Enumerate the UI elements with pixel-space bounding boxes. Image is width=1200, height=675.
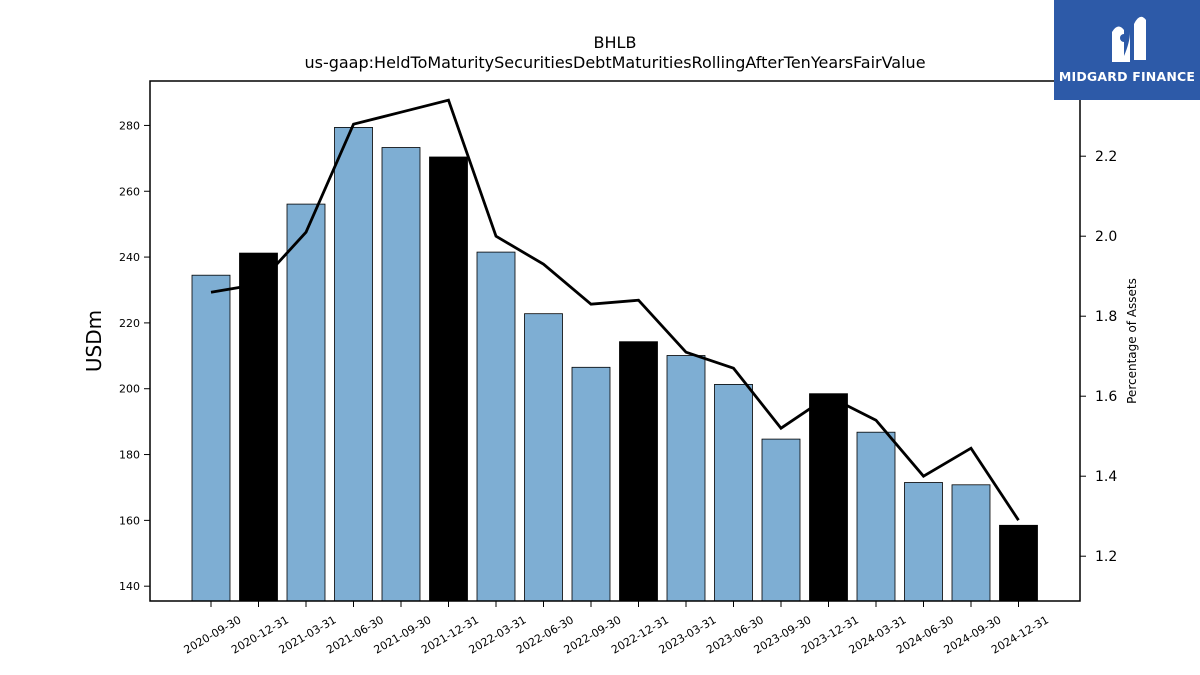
y-tick-label: 200 (119, 383, 140, 396)
bar-2024-03-31 (856, 431, 896, 602)
bar-2021-06-30 (334, 127, 373, 602)
y-tick-label: 220 (119, 317, 140, 330)
percentage-line (210, 98, 1020, 521)
bar-2024-06-30 (904, 482, 943, 602)
bar-2022-09-30 (571, 366, 611, 602)
y2-tick-label: 2.0 (1095, 229, 1117, 245)
bar-series (191, 127, 1038, 602)
bar-2021-12-31 (429, 156, 468, 602)
bar-2024-09-30 (951, 484, 991, 602)
y2-tick-label: 1.4 (1095, 469, 1117, 485)
bar-2023-12-31 (809, 393, 848, 602)
logo-text: MIDGARD FINANCE (1058, 69, 1196, 84)
bar-2023-06-30 (714, 383, 753, 602)
bar-2022-12-31 (619, 341, 658, 602)
plot-frame (149, 80, 1081, 602)
bar-2024-12-31 (999, 524, 1038, 602)
bar-2023-03-31 (666, 355, 706, 602)
y2-tick-label: 1.8 (1095, 309, 1117, 325)
line-series (210, 98, 1020, 521)
bar-2023-09-30 (761, 438, 801, 602)
logo-mark-icon (1112, 16, 1146, 63)
bar-2022-06-30 (524, 313, 563, 602)
bar-2020-12-31 (239, 252, 278, 602)
y-tick-label: 280 (119, 119, 140, 132)
y2-tick-label: 1.6 (1095, 389, 1117, 405)
bar-2021-09-30 (381, 147, 421, 602)
y-tick-label: 140 (119, 580, 140, 593)
y2-tick-label: 1.2 (1095, 549, 1117, 565)
y-tick-label: 260 (119, 185, 140, 198)
midgard-finance-logo: MIDGARD FINANCE (1054, 0, 1200, 100)
y2-axis-label: Percentage of Assets (1125, 278, 1139, 404)
bar-2021-03-31 (286, 203, 326, 602)
y-tick-label: 240 (119, 251, 140, 264)
y-tick-label: 180 (119, 449, 140, 462)
bar-2022-03-31 (476, 251, 516, 602)
y2-tick-label: 2.2 (1095, 149, 1117, 165)
bar-2020-09-30 (191, 274, 231, 602)
y-axis-label: USDm (82, 310, 106, 372)
y-tick-label: 160 (119, 514, 140, 527)
chart-subtitle: us-gaap:HeldToMaturitySecuritiesDebtMatu… (304, 53, 925, 72)
chart-title: BHLB (594, 33, 637, 52)
